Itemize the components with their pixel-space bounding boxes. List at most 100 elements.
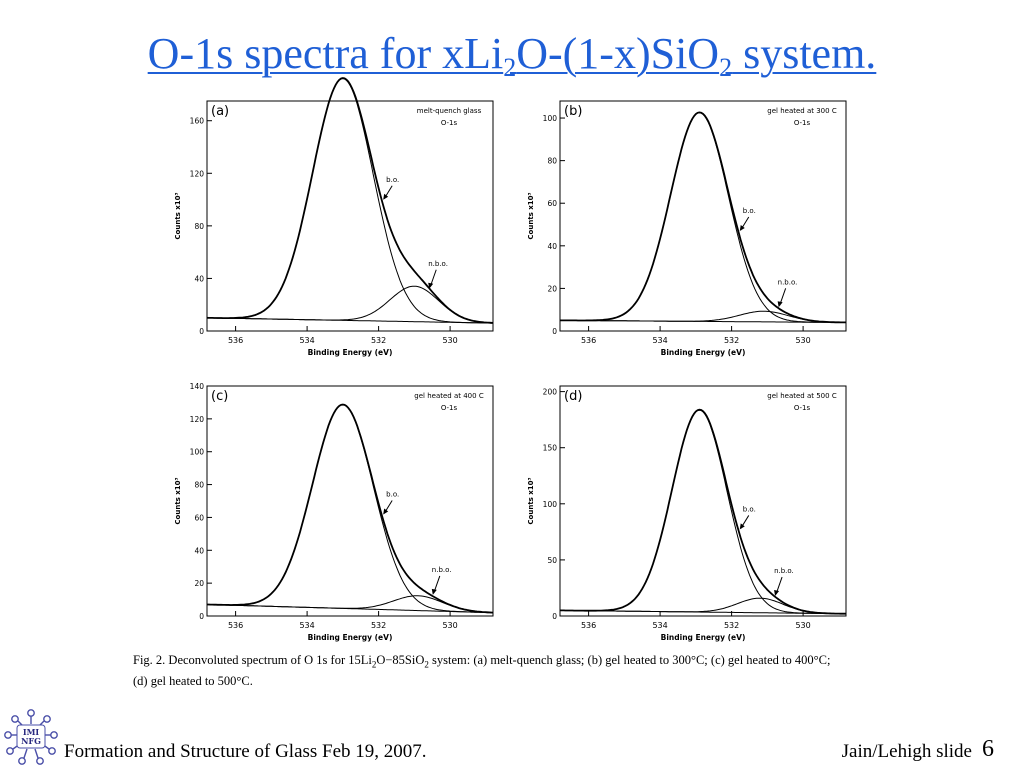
y-tick-label: 80 <box>194 222 204 231</box>
x-axis-label: Binding Energy (eV) <box>308 633 393 642</box>
fitted-spectrum-curve <box>560 111 846 324</box>
annotation-line: O-1s <box>794 404 811 412</box>
y-tick-label: 40 <box>194 546 204 555</box>
x-tick-label: 534 <box>299 336 314 345</box>
y-tick-label: 100 <box>543 500 558 509</box>
nbo-component-curve <box>207 285 494 324</box>
bo-arrowhead <box>739 225 745 232</box>
caption-line2: (d) gel heated to 500°C. <box>133 673 253 688</box>
annotation-line: O-1s <box>441 404 458 412</box>
bo-label: b.o. <box>386 176 399 184</box>
title-mid: O-(1-x)SiO <box>516 29 720 78</box>
caption-sub2: 2 <box>424 659 429 670</box>
panel-label: (c) <box>211 389 228 404</box>
panel-label: (d) <box>564 389 582 404</box>
chart-a: 536 534 532 530 0 40 80 120 160 Binding Energy (e… <box>174 77 494 357</box>
title-sub1: 2 <box>503 53 517 82</box>
figure-caption: Fig. 2. Deconvoluted spectrum of O 1s fo… <box>133 652 893 689</box>
bo-arrowhead <box>383 193 389 200</box>
y-tick-label: 20 <box>547 284 557 293</box>
footer-text: Formation and Structure of Glass Feb 19,… <box>64 741 427 762</box>
nbo-arrowhead <box>431 588 437 595</box>
y-tick-label: 140 <box>190 382 205 391</box>
annotation-line: O-1s <box>441 119 458 127</box>
annotation-line: gel heated at 400 C <box>414 392 484 400</box>
y-tick-label: 0 <box>199 327 204 336</box>
x-tick-label: 536 <box>581 621 596 630</box>
bo-label: b.o. <box>386 490 399 498</box>
y-tick-label: 60 <box>547 199 557 208</box>
nbo-label: n.b.o. <box>428 260 448 268</box>
x-axis-label: Binding Energy (eV) <box>661 633 746 642</box>
annotation-line: gel heated at 500 C <box>767 392 837 400</box>
y-tick-label: 0 <box>552 327 557 336</box>
nbo-label: n.b.o. <box>432 566 452 574</box>
annotation-line: gel heated at 300 C <box>767 107 837 115</box>
fitted-spectrum-curve <box>560 408 846 615</box>
y-axis-label: Counts x10³ <box>174 192 182 239</box>
y-tick-label: 100 <box>543 114 558 123</box>
imi-nfg-logo: IMI NFG <box>4 709 58 765</box>
x-tick-label: 534 <box>299 621 314 630</box>
y-tick-label: 40 <box>547 242 557 251</box>
panel-c: 536 534 532 530 0 20 40 60 80 100 120 140 Binding En… <box>174 378 505 648</box>
bo-component-curve <box>206 77 493 324</box>
x-tick-label: 532 <box>724 336 739 345</box>
x-axis-label: Binding Energy (eV) <box>661 348 746 357</box>
x-tick-label: 536 <box>228 336 243 345</box>
logo-line1: IMI <box>23 727 40 737</box>
plot-frame <box>206 100 494 332</box>
y-axis-label: Counts x10³ <box>527 192 535 239</box>
slide-title[interactable]: O-1s spectra for xLi2O-(1-x)SiO2 system. <box>0 28 1024 83</box>
y-tick-label: 100 <box>190 448 205 457</box>
y-axis-label: Counts x10³ <box>174 477 182 524</box>
caption-part1: Fig. 2. Deconvoluted spectrum of O 1s fo… <box>133 653 372 667</box>
x-axis-label: Binding Energy (eV) <box>308 348 393 357</box>
y-tick-label: 20 <box>194 579 204 588</box>
plot-frame <box>559 385 847 617</box>
y-tick-label: 120 <box>190 169 205 178</box>
bo-arrowhead <box>739 523 745 530</box>
y-tick-label: 50 <box>547 556 557 565</box>
fitted-spectrum-curve <box>207 403 494 614</box>
panel-label: (a) <box>211 104 229 119</box>
x-tick-label: 534 <box>652 336 667 345</box>
chart-c: 536 534 532 530 0 20 40 60 80 100 120 140 Binding En… <box>174 382 494 642</box>
fitted-spectrum-curve <box>206 77 494 324</box>
y-tick-label: 80 <box>547 157 557 166</box>
x-tick-label: 530 <box>795 336 810 345</box>
title-suffix: system. <box>732 29 877 78</box>
chart-d: 536 534 532 530 0 50 100 150 200 Binding Energy (… <box>527 385 847 642</box>
x-tick-label: 536 <box>228 621 243 630</box>
caption-part3: system: (a) melt-quench glass; (b) gel h… <box>428 653 831 667</box>
footer-attribution: Jain/Lehigh slide <box>842 741 972 763</box>
panel-b: 536 534 532 530 0 20 40 60 80 100 Binding Energy (… <box>527 93 858 363</box>
x-tick-label: 530 <box>442 621 457 630</box>
nbo-arrowhead <box>777 301 783 308</box>
y-axis-label: Counts x10³ <box>527 477 535 524</box>
x-tick-label: 532 <box>371 621 386 630</box>
x-tick-label: 530 <box>442 336 457 345</box>
y-tick-label: 80 <box>194 481 204 490</box>
caption-sub1: 2 <box>371 659 377 670</box>
x-tick-label: 532 <box>371 336 386 345</box>
x-tick-label: 530 <box>795 621 810 630</box>
plot-frame <box>206 385 494 617</box>
y-tick-label: 120 <box>190 415 205 424</box>
x-tick-label: 536 <box>581 336 596 345</box>
bo-label: b.o. <box>743 207 756 215</box>
footer-right-label: Jain/Lehigh slide <box>841 741 972 762</box>
nbo-label: n.b.o. <box>778 278 798 286</box>
slide-number: 6 <box>982 736 994 762</box>
bo-component-curve <box>560 112 846 323</box>
nbo-arrowhead <box>774 590 780 597</box>
y-tick-label: 0 <box>199 612 204 621</box>
nbo-arrowhead <box>428 282 434 289</box>
y-tick-label: 150 <box>543 444 558 453</box>
x-tick-label: 534 <box>652 621 667 630</box>
bo-component-curve <box>560 409 847 615</box>
panel-label: (b) <box>564 104 582 119</box>
caption-part2: O−85SiO <box>376 653 425 667</box>
panel-a: 536 534 532 530 0 40 80 120 160 Binding Energy (e… <box>174 77 505 363</box>
y-tick-label: 0 <box>552 612 557 621</box>
